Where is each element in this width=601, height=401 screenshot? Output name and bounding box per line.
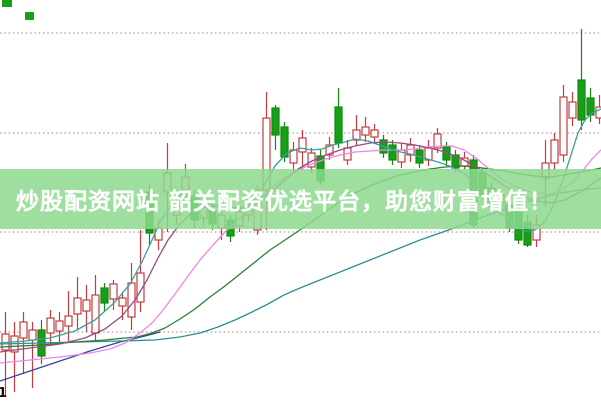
corner-artifact [25,12,34,20]
candle [55,320,64,332]
candle [559,96,568,156]
candle [262,117,271,191]
candle [118,297,127,307]
candle [127,282,136,318]
candle [19,321,28,339]
candle [577,79,586,121]
candle [523,221,532,246]
candle [280,126,289,158]
candle [145,191,154,234]
candle [226,219,235,237]
candle [181,176,190,191]
candle [91,294,100,334]
candle [100,287,109,304]
ma-10-purple [0,141,601,353]
candle [370,129,379,138]
candle [361,126,370,136]
candle [469,159,478,226]
candle [163,172,172,193]
ma-30-green [0,165,601,348]
ma-fast-teal [0,108,601,344]
candle [550,139,559,164]
ma-20-pink [0,145,601,364]
candle [73,297,82,315]
candle [451,154,460,169]
candle [208,209,217,225]
candle [325,144,334,156]
candle [217,214,226,229]
candle [541,162,550,179]
candle [64,315,73,327]
corner-artifact [2,0,12,7]
candle [190,195,199,221]
candle [46,317,55,334]
candle [496,194,505,211]
candle [109,283,118,300]
candle [568,101,577,119]
candle [334,106,343,144]
candle [514,209,523,241]
candle [28,329,37,341]
candle [388,144,397,161]
candle [136,272,145,303]
candle [433,133,442,149]
candle [271,107,280,136]
candle [82,299,91,312]
candle [595,106,601,119]
axis-label-fragment: 1 [0,386,8,401]
candle [352,129,361,141]
ma-long-left [0,331,161,382]
candle [298,137,307,153]
